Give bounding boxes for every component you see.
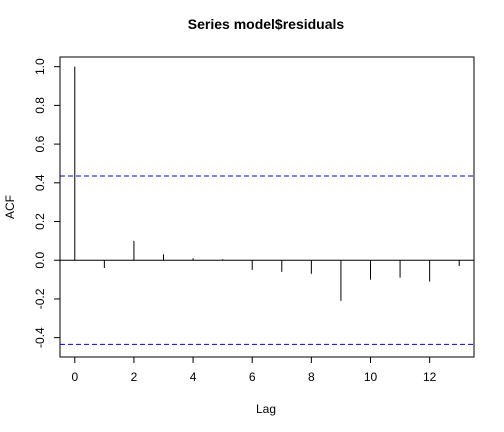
plot-frame xyxy=(59,56,475,358)
y-tick-label-0: -0.4 xyxy=(33,327,47,348)
x-tick-label-12: 12 xyxy=(423,370,437,384)
x-tick-label-6: 6 xyxy=(249,370,256,384)
x-tick-label-0: 0 xyxy=(71,370,78,384)
x-tick-label-10: 10 xyxy=(364,370,378,384)
y-tick-label-1: -0.2 xyxy=(33,288,47,309)
confidence-bounds xyxy=(60,175,474,345)
y-tick-label-2: 0.0 xyxy=(33,252,47,269)
x-axis-label: Lag xyxy=(256,402,276,416)
x-tick-label-2: 2 xyxy=(131,370,138,384)
x-tick-label-4: 4 xyxy=(190,370,197,384)
x-axis: 0 2 4 6 8 10 12 xyxy=(71,356,437,384)
y-tick-label-4: 0.4 xyxy=(33,174,47,191)
y-tick-label-3: 0.2 xyxy=(33,213,47,230)
x-tick-label-8: 8 xyxy=(308,370,315,384)
acf-bars xyxy=(74,66,460,301)
chart-title: Series model$residuals xyxy=(188,16,345,32)
y-tick-label-7: 1.0 xyxy=(33,58,47,75)
y-axis-label: ACF xyxy=(3,195,17,219)
y-tick-label-5: 0.6 xyxy=(33,135,47,152)
y-axis: -0.4 -0.2 0.0 0.2 0.4 0.6 0.8 1.0 xyxy=(33,58,61,348)
y-tick-label-6: 0.8 xyxy=(33,97,47,114)
